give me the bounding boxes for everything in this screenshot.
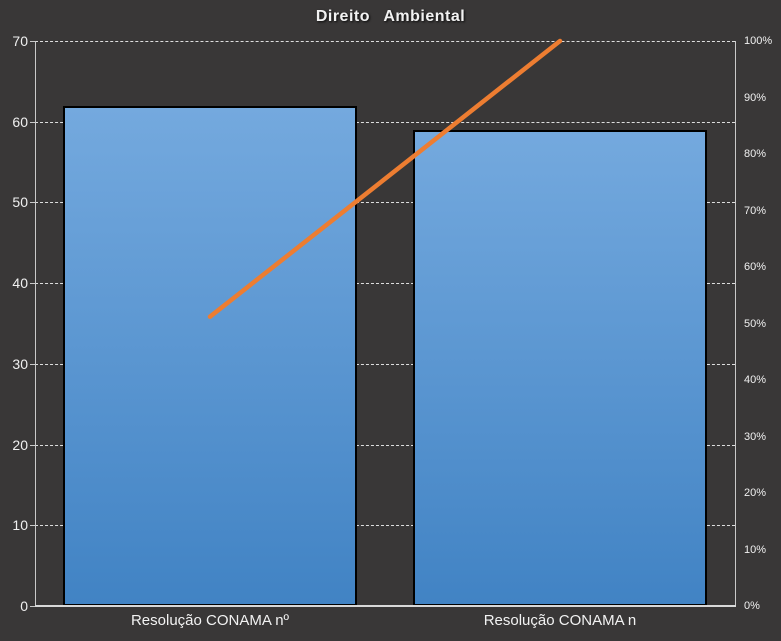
right-axis-tick-label: 80%	[744, 148, 767, 160]
cumulative-percent-line	[207, 38, 563, 319]
right-axis-tick-label: 30%	[744, 430, 767, 443]
left-axis-tick-label: 70	[12, 33, 28, 49]
left-axis-tick-mark	[30, 444, 35, 446]
right-axis-tick-label: 100%	[744, 35, 773, 47]
plot-area	[35, 38, 735, 606]
left-axis-tick-mark	[30, 606, 35, 607]
left-axis-tick-label: 0	[20, 598, 28, 614]
gridline	[35, 444, 735, 446]
right-axis-tick-label: 10%	[744, 543, 767, 556]
left-axis-tick-mark	[30, 202, 35, 204]
left-axis-tick-label: 30	[12, 355, 28, 372]
bar	[63, 106, 357, 606]
right-axis-tick-label: 20%	[744, 487, 767, 499]
gridline	[35, 121, 735, 123]
right-axis-tick-label: 70%	[744, 204, 767, 217]
left-axis-tick-mark	[30, 121, 35, 123]
gridline	[35, 283, 735, 285]
left-axis-line	[35, 41, 36, 606]
right-axis-tick-label: 60%	[744, 261, 767, 273]
gridline	[35, 525, 735, 527]
right-axis-line	[735, 41, 736, 606]
bottom-axis-line	[35, 605, 736, 607]
gridline	[35, 363, 735, 365]
right-axis-tick-label: 40%	[744, 374, 767, 386]
bar	[413, 130, 707, 606]
left-axis-tick-label: 40	[12, 275, 28, 292]
gridline	[35, 202, 735, 204]
right-axis-tick-label: 0%	[744, 600, 760, 612]
cumulative-line-layer	[207, 38, 563, 319]
left-axis-tick-label: 50	[12, 194, 28, 211]
left-axis-tick-label: 60	[12, 113, 28, 130]
left-axis-tick-label: 20	[12, 436, 28, 453]
left-axis-tick-mark	[30, 363, 35, 365]
chart-title: Direito Ambiental	[315, 8, 466, 25]
left-axis-tick-mark	[30, 283, 35, 285]
gridline	[35, 41, 735, 42]
x-axis-category-label: Resolução CONAMA n	[483, 612, 637, 629]
right-axis-tick-label: 90%	[744, 91, 767, 104]
left-axis-tick-mark	[30, 41, 35, 42]
left-axis-tick-label: 10	[12, 517, 28, 534]
right-axis-tick-label: 50%	[744, 317, 767, 330]
left-axis-tick-mark	[30, 525, 35, 527]
x-axis-category-label: Resolução CONAMA nº	[130, 612, 290, 629]
